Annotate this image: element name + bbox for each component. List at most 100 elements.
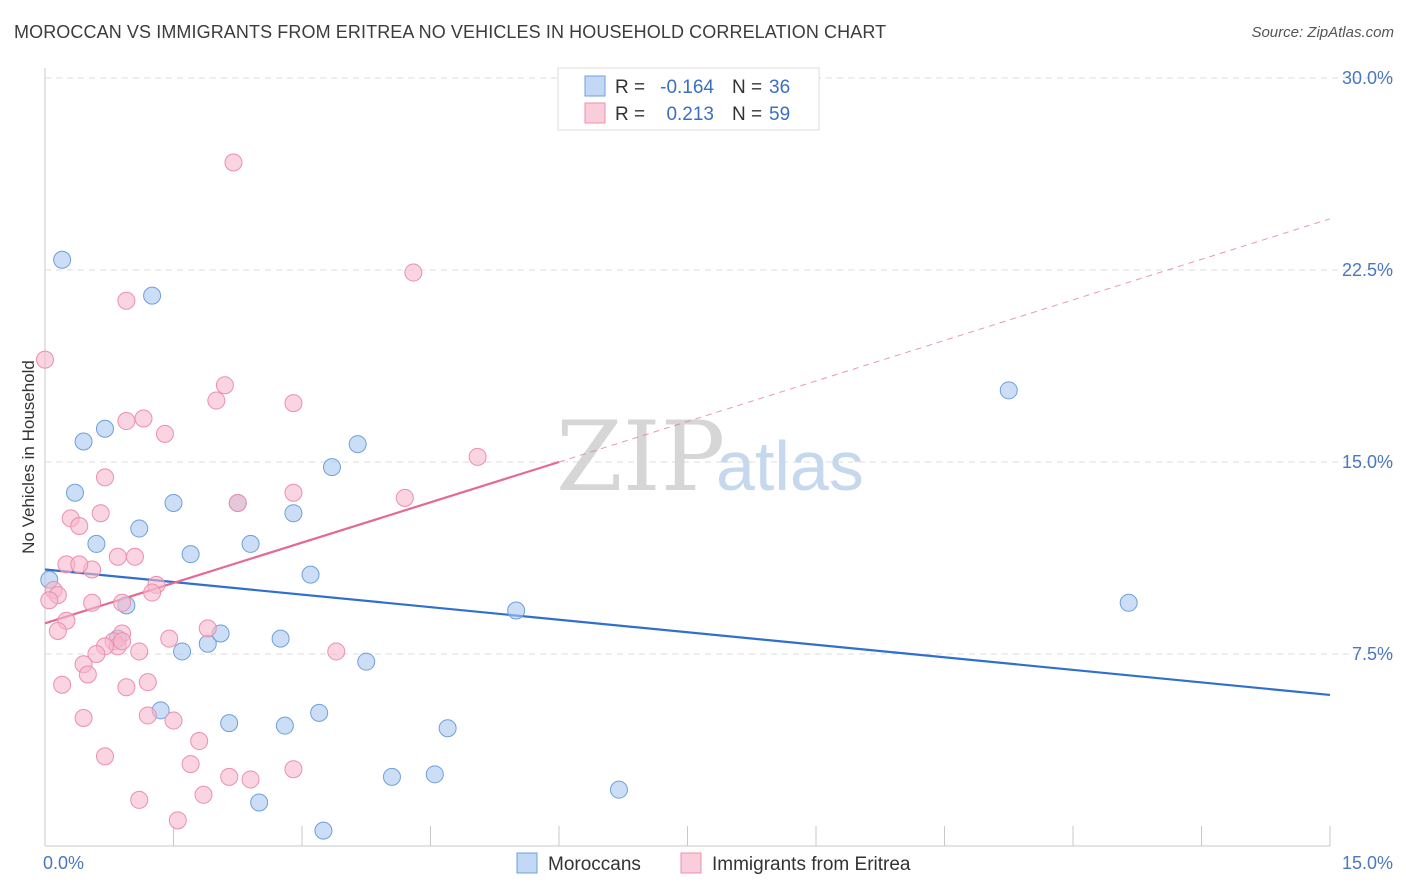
data-point-series-1-40 (327, 642, 346, 661)
legend-r-label-0: R = (615, 77, 645, 98)
gridlines (45, 77, 1395, 655)
data-point-series-0-10 (241, 534, 260, 553)
data-point-series-0-28 (382, 767, 401, 786)
data-point-series-1-7 (134, 409, 153, 428)
trend-line-series-0 (44, 568, 1331, 697)
data-point-series-0-0 (53, 250, 72, 269)
data-point-series-1-47 (138, 706, 157, 725)
data-point-series-0-20 (322, 458, 341, 477)
data-point-series-1-54 (284, 760, 303, 779)
data-point-series-1-9 (155, 424, 174, 443)
data-point-series-1-29 (83, 593, 102, 612)
x-tick-label-0: 0.0% (43, 853, 84, 873)
data-point-series-0-34 (1119, 593, 1138, 612)
data-point-series-1-13 (395, 488, 414, 507)
data-point-series-1-53 (241, 770, 260, 789)
data-point-series-1-39 (130, 642, 149, 661)
data-point-series-1-51 (181, 755, 200, 774)
data-point-series-1-15 (91, 504, 110, 523)
legend-bottom: Moroccans Immigrants from Eritrea (516, 852, 911, 875)
data-point-series-0-25 (275, 716, 294, 735)
data-point-series-1-37 (160, 629, 179, 648)
legend-r-value-0: -0.164 (660, 77, 714, 98)
data-point-series-1-19 (125, 547, 144, 566)
data-point-series-1-22 (70, 555, 89, 574)
data-point-series-1-50 (95, 747, 114, 766)
data-point-series-0-26 (310, 703, 329, 722)
watermark: ZIP atlas (556, 401, 864, 513)
bottom-legend-swatch-1 (680, 852, 702, 874)
data-point-series-1-52 (220, 767, 239, 786)
data-point-series-1-3 (117, 291, 136, 310)
legend-n-label-1: N = (732, 104, 762, 125)
data-point-series-1-57 (168, 811, 187, 830)
data-point-series-0-24 (220, 714, 239, 733)
data-point-series-1-17 (70, 517, 89, 535)
data-point-series-0-31 (314, 821, 333, 840)
data-point-series-1-6 (284, 394, 303, 413)
data-point-series-1-32 (198, 619, 217, 638)
data-point-series-0-9 (87, 534, 106, 553)
data-point-series-1-18 (108, 547, 127, 566)
legend-top: R = -0.164 N = 36 R = 0.213 N = 59 (557, 67, 820, 131)
trend-line-extension-series-1 (558, 218, 1331, 463)
data-point-series-0-30 (250, 793, 269, 812)
data-point-series-0-3 (95, 419, 114, 438)
data-point-series-0-27 (438, 719, 457, 738)
data-point-series-0-29 (425, 765, 444, 784)
data-point-series-1-44 (117, 678, 136, 697)
data-point-series-0-32 (507, 601, 526, 620)
data-point-series-1-46 (74, 709, 93, 727)
legend-n-label-0: N = (732, 77, 762, 98)
data-point-series-1-11 (95, 468, 114, 487)
data-point-series-1-10 (468, 447, 487, 466)
data-point-series-0-21 (348, 435, 367, 454)
legend-r-label-1: R = (615, 104, 645, 125)
data-point-series-1-2 (404, 263, 423, 282)
trend-line-series-1 (44, 460, 560, 625)
bottom-legend-label-1: Immigrants from Eritrea (712, 854, 911, 875)
data-point-series-1-14 (228, 493, 247, 512)
legend-swatch-1 (584, 102, 606, 124)
data-point-series-1-56 (130, 790, 149, 809)
tick-labels: 7.5% 15.0% 22.5% 30.0% 0.0% 15.0% (43, 68, 1393, 873)
legend-r-value-1: 0.213 (666, 104, 714, 125)
bottom-legend-swatch-0 (516, 852, 538, 874)
data-point-series-1-49 (190, 732, 209, 751)
data-point-series-1-0 (36, 350, 54, 369)
chart-title: MOROCCAN VS IMMIGRANTS FROM ERITREA NO V… (14, 22, 887, 42)
data-point-series-0-4 (65, 483, 84, 502)
data-point-series-0-22 (357, 652, 376, 671)
data-points (36, 153, 1138, 840)
data-point-series-0-5 (164, 493, 183, 512)
data-point-series-1-12 (284, 483, 303, 502)
data-point-series-1-45 (138, 673, 157, 692)
data-point-series-1-31 (48, 621, 67, 640)
data-point-series-1-28 (113, 593, 132, 612)
y-tick-label-3: 30.0% (1342, 68, 1393, 88)
trend-lines (44, 218, 1331, 697)
data-point-series-0-35 (609, 780, 628, 799)
axes (44, 68, 1331, 847)
data-point-series-0-33 (999, 381, 1018, 400)
legend-swatch-0 (584, 75, 606, 97)
data-point-series-0-12 (301, 565, 320, 584)
data-point-series-0-19 (173, 642, 192, 661)
watermark-atlas: atlas (716, 427, 864, 505)
data-point-series-0-7 (284, 504, 303, 523)
bottom-legend-label-0: Moroccans (548, 854, 641, 875)
y-tick-label-0: 7.5% (1352, 644, 1393, 664)
y-tick-label-2: 22.5% (1342, 260, 1393, 280)
data-point-series-1-5 (207, 391, 226, 410)
chart-source: Source: ZipAtlas.com (1251, 24, 1394, 41)
data-point-series-1-58 (113, 632, 132, 651)
watermark-zip: ZIP (556, 401, 725, 513)
data-point-series-1-1 (224, 153, 243, 172)
legend-n-value-0: 36 (769, 77, 790, 98)
data-point-series-1-43 (53, 675, 72, 694)
data-point-series-1-42 (78, 665, 97, 684)
y-tick-label-1: 15.0% (1342, 452, 1393, 472)
data-point-series-0-11 (181, 545, 200, 564)
y-axis-label: No Vehicles in Household (19, 360, 38, 554)
